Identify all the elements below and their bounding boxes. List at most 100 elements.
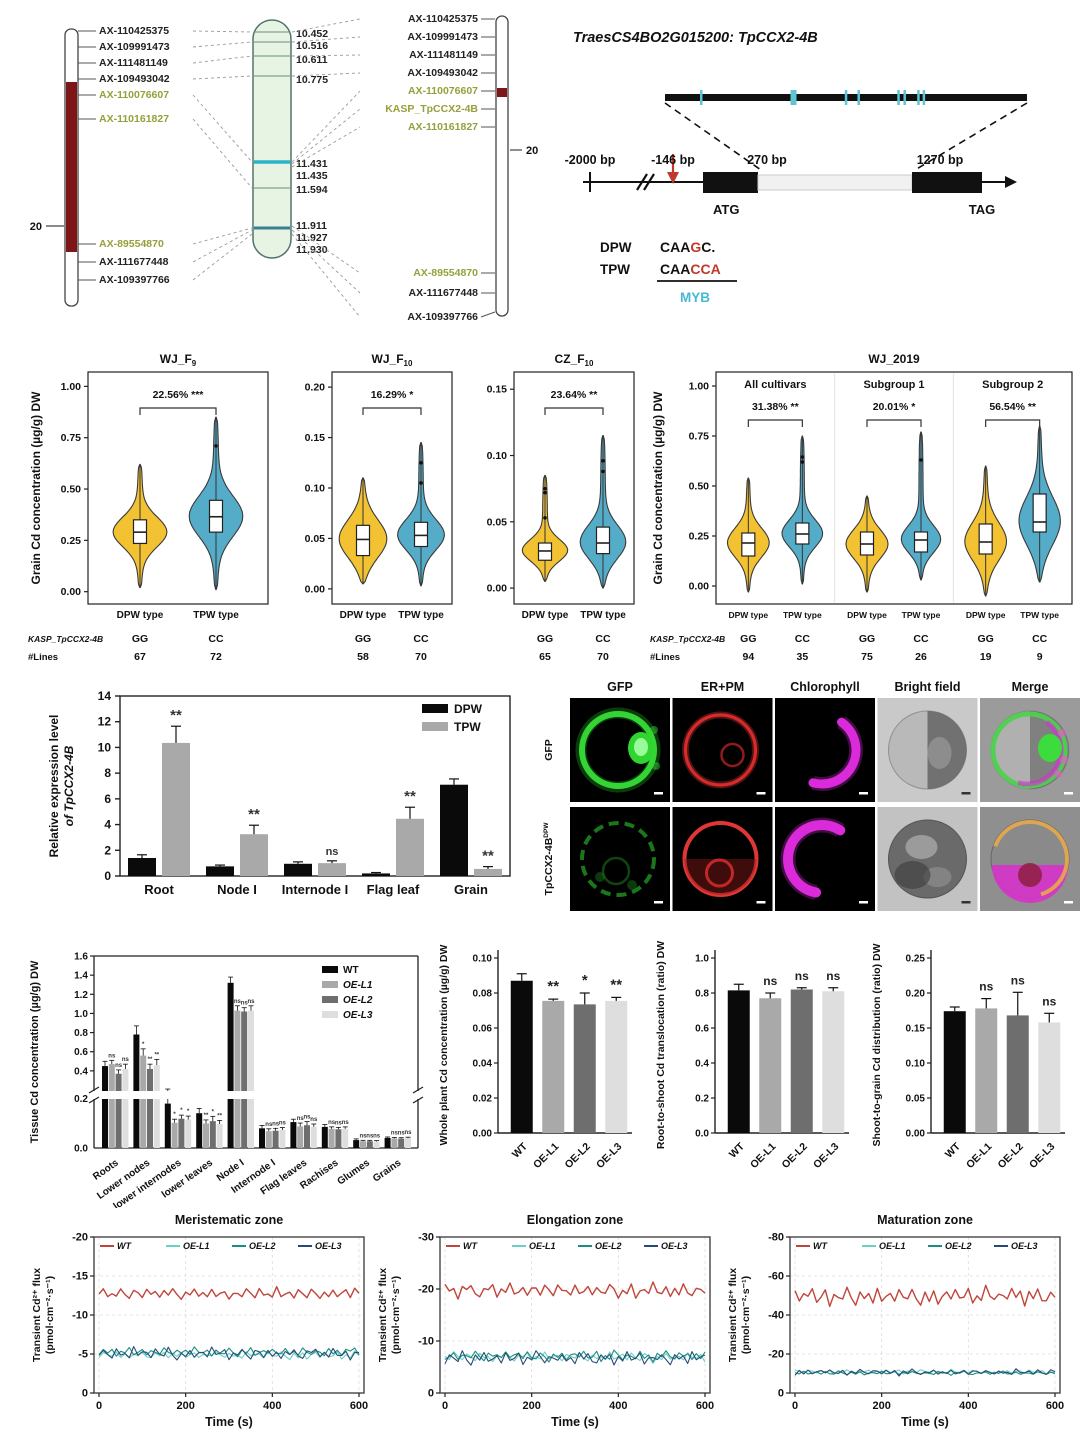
svg-text:WT: WT	[727, 1140, 747, 1160]
svg-text:35: 35	[796, 651, 808, 663]
significance-bracket	[747, 419, 803, 427]
svg-text:DPW type: DPW type	[728, 610, 768, 620]
svg-text:**: **	[148, 1057, 153, 1063]
tissue-bar	[398, 1138, 405, 1148]
tissue-bar	[384, 1137, 391, 1148]
svg-text:ns: ns	[979, 980, 993, 994]
svg-text:KASP_TpCCX2-4B: KASP_TpCCX2-4B	[650, 634, 725, 644]
panel-violin-cz-f10: CZ_F10 0.00 0.05 0.10 0.15 23.64% ** DPW type G…	[468, 342, 640, 672]
tissue-svg: 0.4 0.6 0.8 1.0 1.2 1.4 1.6 0.2 0.0 Tissue Cd con…	[29, 952, 424, 1212]
svg-text:Transient Cd²⁺ flux: Transient Cd²⁺ flux	[31, 1268, 43, 1362]
tissue-bar	[185, 1119, 192, 1148]
svg-text:0.25: 0.25	[61, 535, 82, 547]
plot-frame	[715, 371, 1073, 605]
svg-text:0.15: 0.15	[906, 1024, 926, 1035]
micrograph-merge2	[980, 807, 1080, 911]
svg-text:0.10: 0.10	[473, 954, 493, 965]
svg-text:0.05: 0.05	[487, 516, 508, 528]
svg-text:23.64% **: 23.64% **	[551, 389, 599, 401]
outlier-dot	[919, 458, 923, 462]
panel-gene-structure: TraesCS4BO2G015200: TpCCX2-4B -2000 bp -14…	[545, 4, 1075, 336]
svg-text:**: **	[170, 707, 182, 724]
boxplot-box	[1032, 493, 1047, 533]
tissue-bar	[153, 1065, 160, 1148]
svg-text:ns: ns	[310, 1117, 318, 1123]
svg-text:WT: WT	[813, 1241, 828, 1251]
panel-violin-wj-f9: WJ_F9 0.00 0.25 0.50 0.75 1.00 Grain Cd concen…	[26, 342, 276, 672]
svg-text:10: 10	[98, 740, 112, 754]
svg-text:OE-L1: OE-L1	[879, 1241, 906, 1251]
svg-text:TPW type: TPW type	[902, 610, 941, 620]
svg-text:ns: ns	[108, 1053, 116, 1059]
svg-text:CAAGC.: CAAGC.	[660, 239, 715, 255]
intron	[757, 174, 913, 191]
svg-text:11.911: 11.911	[296, 220, 327, 232]
svg-text:WJ_2019: WJ_2019	[868, 352, 920, 366]
svg-text:OE-L1: OE-L1	[531, 1141, 561, 1171]
bar-dpw	[362, 873, 390, 876]
svg-text:Tissue Cd concentration (µg/g): Tissue Cd concentration (µg/g) DW	[29, 960, 41, 1143]
svg-text:**: **	[204, 1113, 209, 1119]
whole_plant-svg: 0.00 0.02 0.04 0.06 0.08 0.10 Whole plant Cd c…	[438, 944, 632, 1171]
svg-text:0.2: 0.2	[74, 1094, 88, 1105]
flux_elongation-svg: Elongation zone -30 -20 -10 00 200 400 600 Time …	[377, 1213, 714, 1429]
tissue-bar	[248, 1010, 254, 1148]
svg-text:0.8: 0.8	[695, 989, 709, 1000]
svg-text:Bright field: Bright field	[895, 680, 961, 694]
svg-text:DPW: DPW	[454, 702, 483, 716]
boxplot-box	[355, 524, 371, 557]
svg-text:ns: ns	[115, 1063, 123, 1069]
svg-text:ns: ns	[335, 1120, 343, 1126]
svg-text:Transient Cd²⁺ flux: Transient Cd²⁺ flux	[727, 1268, 739, 1362]
svg-text:0.15: 0.15	[305, 432, 326, 444]
tissue-bar	[272, 1130, 279, 1148]
panel-root-shoot-bars: 0.0 0.2 0.4 0.6 0.8 1.0 Root-to-shoot Cd trans…	[646, 928, 860, 1208]
svg-text:ns: ns	[297, 1116, 305, 1122]
panel-microscopy: GFP ER+PM Chlorophyll Bright field Merge GFP T…	[540, 678, 1080, 920]
svg-text:WJ_F9: WJ_F9	[160, 352, 197, 368]
snp-arrow	[667, 172, 679, 184]
svg-text:GFP: GFP	[543, 739, 555, 761]
svg-text:ns: ns	[265, 1122, 273, 1128]
svg-text:TPW type: TPW type	[580, 610, 626, 621]
svg-text:**: **	[610, 976, 622, 993]
svg-text:75: 75	[861, 651, 873, 663]
svg-text:(pmol·cm⁻²·s⁻¹): (pmol·cm⁻²·s⁻¹)	[44, 1276, 56, 1354]
svg-text:WT: WT	[343, 965, 359, 976]
svg-text:OE-L2: OE-L2	[249, 1241, 276, 1251]
svg-text:0.05: 0.05	[305, 533, 326, 545]
svg-text:AX-109991473: AX-109991473	[407, 31, 478, 43]
svg-text:11.435: 11.435	[296, 170, 328, 182]
bar-wt	[943, 1011, 966, 1133]
boxplot-box	[595, 526, 611, 555]
svg-text:11.594: 11.594	[296, 184, 328, 196]
svg-text:Glumes: Glumes	[336, 1157, 373, 1187]
svg-text:-10: -10	[418, 1336, 434, 1348]
svg-text:Grains: Grains	[371, 1157, 404, 1184]
svg-text:GG: GG	[355, 633, 371, 645]
boxplot-box	[978, 523, 993, 555]
svg-text:0.0: 0.0	[695, 1129, 709, 1140]
micrograph-chl2	[775, 807, 875, 911]
svg-text:9: 9	[1037, 651, 1043, 663]
svg-text:4: 4	[104, 818, 111, 832]
svg-text:-15: -15	[72, 1271, 88, 1283]
svg-text:0.08: 0.08	[473, 989, 493, 1000]
shoot_grain-svg: 0.00 0.05 0.10 0.15 0.20 0.25 Shoot-to-grain C…	[871, 943, 1065, 1171]
panel-chromosome-map: 20 AX-110425375 AX-109991473 AX-111481149 AX…	[10, 4, 550, 336]
svg-text:200: 200	[176, 1400, 194, 1412]
svg-text:OE-L2: OE-L2	[595, 1241, 622, 1251]
right-chromosome-band	[497, 88, 507, 97]
svg-text:TPW: TPW	[454, 720, 481, 734]
micrograph-gfp1	[570, 698, 670, 802]
svg-text:1.4: 1.4	[74, 971, 88, 982]
svg-text:200: 200	[872, 1400, 890, 1412]
tissue-bar	[405, 1138, 411, 1148]
svg-text:GG: GG	[537, 633, 553, 645]
panel-flux-meristematic: Meristematic zone -20 -15 -10 -5 0 0 200 400 600 T…	[28, 1211, 376, 1451]
svg-text:-20: -20	[72, 1232, 88, 1244]
svg-text:DPW type: DPW type	[117, 610, 164, 621]
svg-text:*: *	[187, 1109, 190, 1115]
svg-text:OE-L2: OE-L2	[996, 1141, 1026, 1171]
svg-text:OE-L1: OE-L1	[183, 1241, 210, 1251]
